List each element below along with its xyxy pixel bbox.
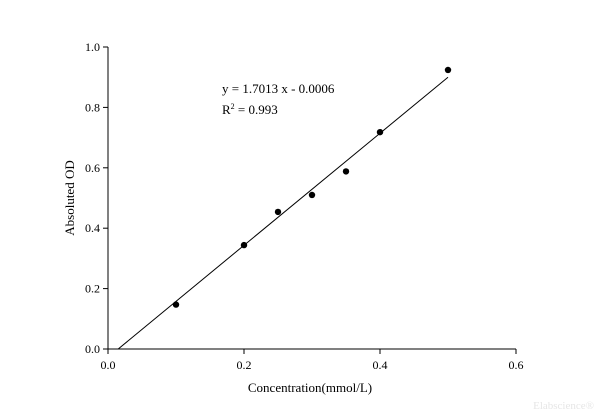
annotation-sup: 2: [231, 102, 235, 111]
point: [342, 168, 350, 175]
y-tick-label: 0.0: [85, 342, 100, 356]
annotation: y = 1.7013 x - 0.0006: [222, 81, 335, 96]
point: [444, 66, 452, 74]
y-axis-label: Absoluted OD: [62, 160, 77, 235]
annotation-text: R: [222, 102, 231, 117]
point: [274, 208, 282, 216]
y-tick-label: 0.8: [85, 100, 100, 114]
y-tick-label: 0.4: [85, 221, 100, 235]
y-tick-label: 0.2: [85, 282, 100, 296]
x-tick-label: 0.4: [373, 358, 388, 372]
x-tick-label: 0.2: [237, 358, 252, 372]
point: [376, 128, 384, 136]
annotation-rest: = 0.993: [235, 102, 278, 117]
x-axis-label: Concentration(mmol/L): [248, 380, 372, 395]
x-tick-label: 0.0: [101, 358, 116, 372]
x-tick-label: 0.6: [509, 358, 524, 372]
watermark: Elabscience®: [533, 400, 594, 412]
y-tick-label: 0.6: [85, 161, 100, 175]
point: [308, 191, 316, 199]
point: [172, 301, 180, 308]
fit-line: [117, 76, 449, 350]
point: [240, 241, 248, 249]
annotation: R2 = 0.993: [222, 102, 278, 117]
y-tick-label: 1.0: [85, 40, 100, 54]
